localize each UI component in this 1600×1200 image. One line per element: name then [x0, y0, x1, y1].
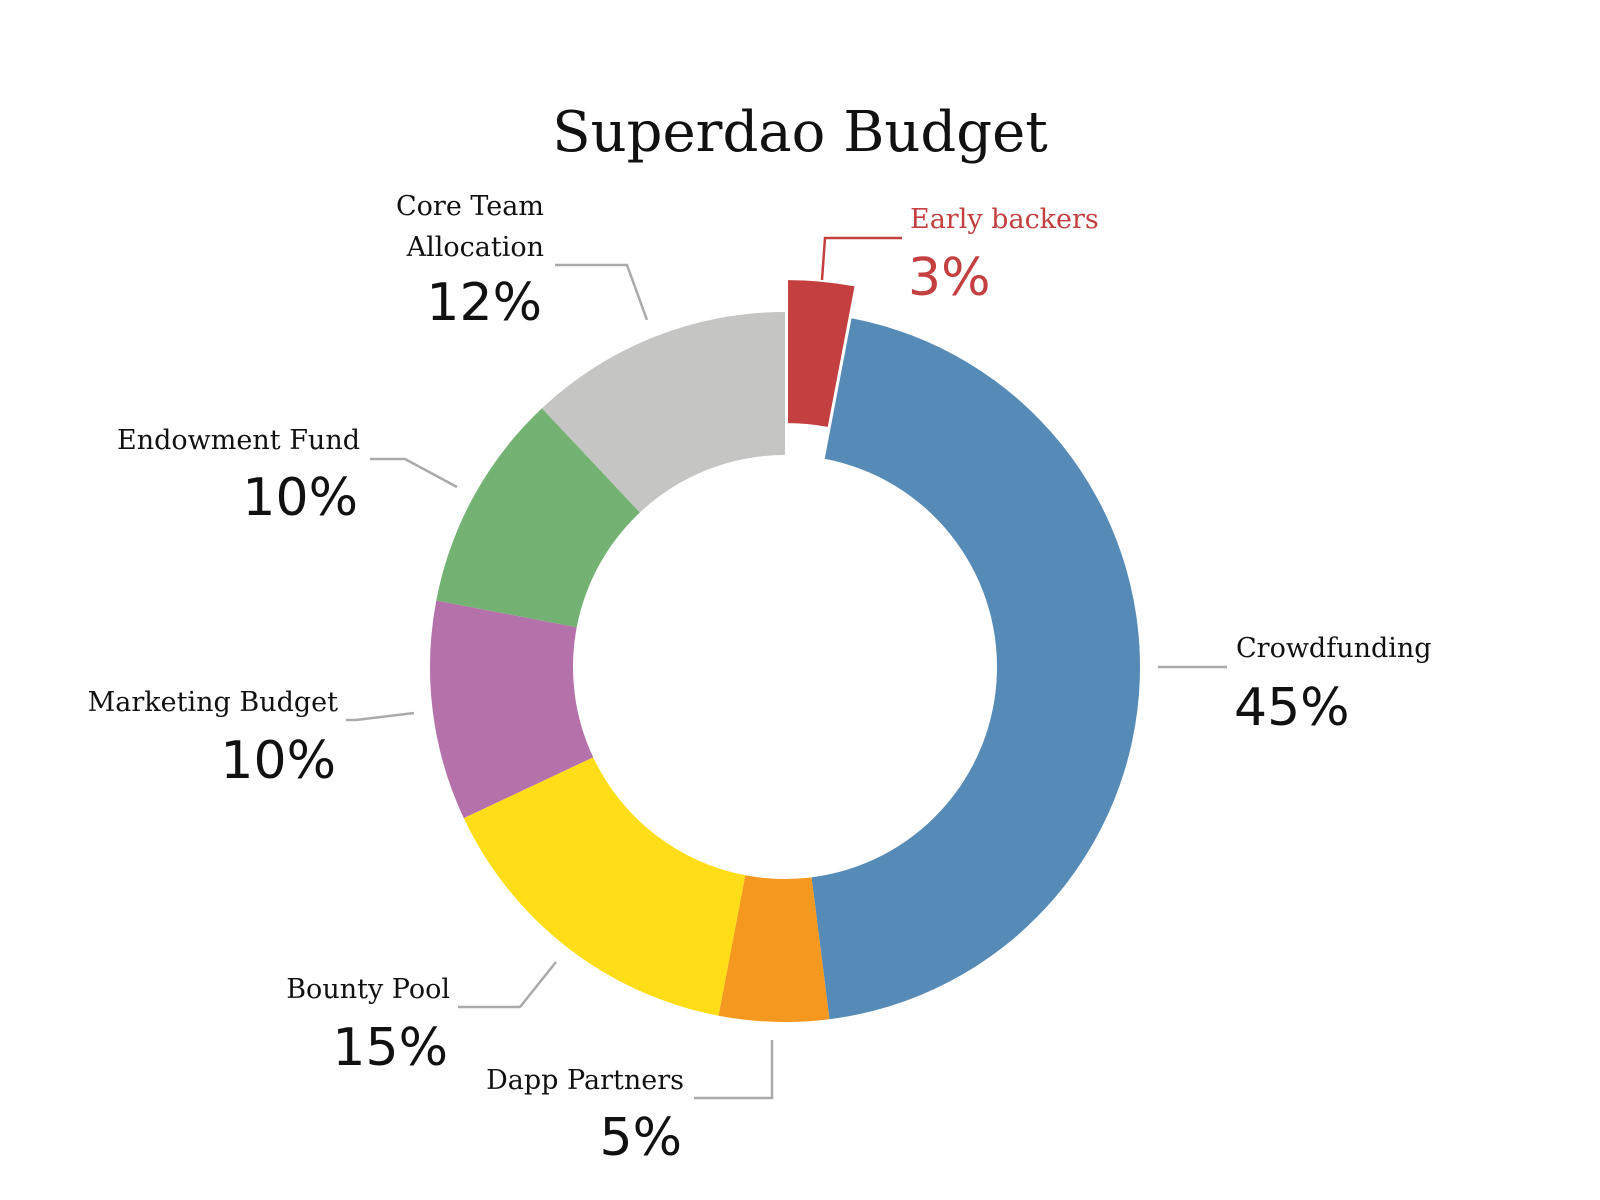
- leader-line-bounty-pool: [458, 961, 557, 1009]
- slice-value-crowdfunding: 45%: [1234, 678, 1350, 738]
- slice-label-early-backers: Early backers: [910, 204, 1099, 235]
- slice-early-backers: [788, 280, 855, 427]
- slice-label-core-team-allocation: Core Team Allocation: [396, 191, 544, 263]
- leader-line-marketing-budget: [346, 711, 415, 722]
- chart-title: Superdao Budget: [552, 100, 1048, 165]
- slice-value-core-team-allocation: 12%: [426, 273, 542, 333]
- slice-crowdfunding: [811, 318, 1140, 1020]
- slice-label-endowment-fund: Endowment Fund: [117, 425, 360, 456]
- leader-line-endowment-fund: [370, 457, 458, 489]
- slice-label-crowdfunding: Crowdfunding: [1236, 633, 1432, 664]
- slice-label-marketing-budget: Marketing Budget: [88, 687, 339, 718]
- slice-core-team-allocation: [541, 312, 785, 513]
- slice-marketing-budget: [429, 600, 594, 819]
- slice-value-dapp-partners: 5%: [600, 1108, 683, 1168]
- slice-value-endowment-fund: 10%: [242, 468, 358, 528]
- slice-value-bounty-pool: 15%: [332, 1018, 448, 1078]
- leader-line-early-backers: [820, 236, 902, 281]
- leader-line-core-team-allocation: [555, 263, 649, 321]
- slice-endowment-fund: [436, 408, 640, 628]
- slice-value-early-backers: 3%: [908, 248, 991, 308]
- slice-label-bounty-pool: Bounty Pool: [286, 974, 450, 1005]
- slice-dapp-partners: [718, 875, 830, 1022]
- slice-label-dapp-partners: Dapp Partners: [486, 1065, 684, 1096]
- slice-value-marketing-budget: 10%: [220, 731, 336, 791]
- slice-bounty-pool: [463, 757, 746, 1016]
- leader-line-dapp-partners: [694, 1040, 774, 1100]
